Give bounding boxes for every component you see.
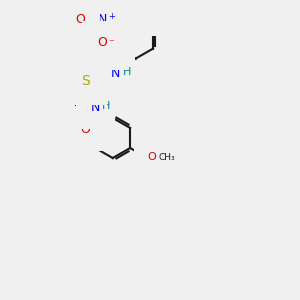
Text: +: + [108, 12, 115, 21]
Text: ⁻: ⁻ [108, 38, 114, 48]
Text: N: N [111, 67, 120, 80]
Text: O: O [75, 13, 85, 26]
Text: H: H [102, 101, 111, 111]
Text: N: N [91, 101, 100, 115]
Text: H: H [122, 67, 131, 77]
Text: O: O [148, 152, 156, 162]
Text: CH₃: CH₃ [84, 52, 101, 62]
Text: O: O [102, 43, 112, 56]
Text: N: N [98, 13, 107, 26]
Text: N: N [71, 121, 81, 134]
Text: O: O [98, 37, 107, 50]
Text: S: S [81, 74, 90, 88]
Text: CH₃: CH₃ [158, 152, 175, 161]
Text: O: O [80, 123, 90, 136]
